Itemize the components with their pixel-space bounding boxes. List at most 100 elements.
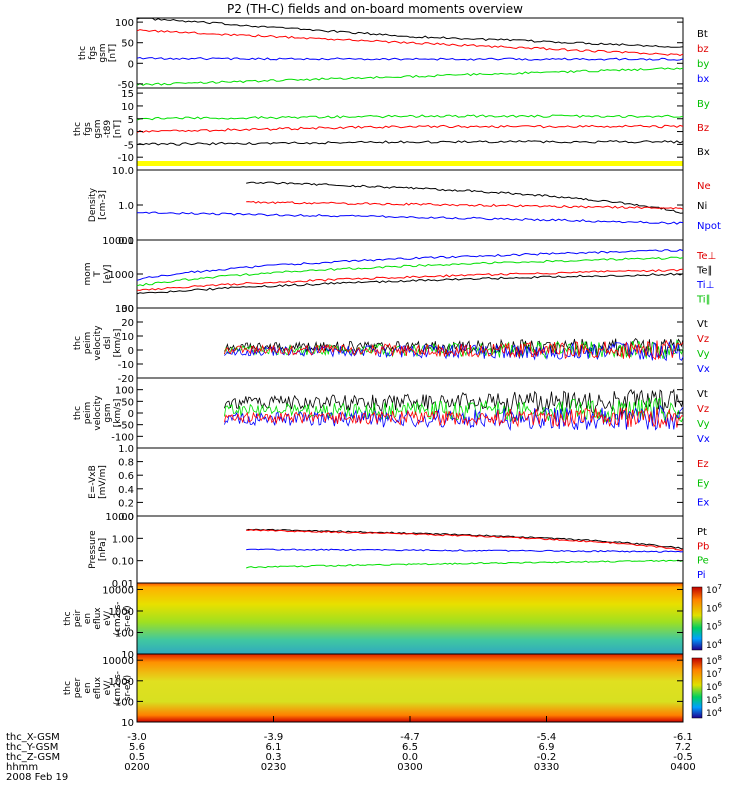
y-axis-label: gsm	[103, 403, 113, 422]
x-row-value: 0.3	[266, 752, 282, 763]
y-axis-label: peim	[83, 332, 93, 355]
y-tick-label: 1.00	[112, 534, 134, 545]
y-axis-label: velocity	[93, 325, 103, 361]
legend-entry: Npot	[697, 221, 721, 232]
y-tick-label: 100	[115, 628, 134, 639]
x-row-value: 0400	[670, 762, 695, 773]
legend-entry: Ey	[697, 478, 709, 489]
x-row-value: -3.0	[127, 732, 147, 743]
y-axis-label: gsm	[93, 119, 103, 138]
x-row-value: -3.9	[264, 732, 284, 743]
y-tick-label: -50	[118, 421, 134, 432]
x-row-value: 6.1	[266, 742, 282, 753]
x-row-value: 5.6	[129, 742, 145, 753]
y-tick-label: 10	[121, 332, 134, 343]
y-axis-label: peim	[83, 402, 93, 425]
series-Bz	[136, 124, 684, 134]
y-axis-label: [km/s]	[113, 399, 123, 428]
panel-pressure: 10.00 1.00 0.10 0.01 Pressure [nPa] Pt Pb Pe Pi	[88, 512, 709, 590]
y-axis-label: [nT]	[108, 44, 118, 62]
y-tick-label: 0.10	[112, 557, 134, 568]
x-row-label: thc_X-GSM	[6, 732, 60, 743]
plot-frame	[136, 169, 684, 241]
colorbar-label: 104	[706, 706, 722, 719]
y-axis-label: eflux	[93, 676, 103, 699]
y-tick-label: 1000	[109, 270, 134, 281]
y-axis-label: velocity	[93, 395, 103, 431]
y-axis-label: thc	[78, 46, 88, 60]
y-axis-label: gsm	[98, 43, 108, 62]
y-axis-label: T	[93, 271, 103, 278]
y-axis-label: dsl	[103, 337, 113, 350]
y-tick-label: 1000	[109, 607, 134, 618]
series-Ni	[246, 200, 684, 210]
y-axis-label: [eV]	[103, 265, 113, 284]
y-axis-label: Pressure	[88, 530, 98, 569]
y-tick-label: 0.1	[118, 236, 134, 247]
colorbar-label: 107	[706, 583, 722, 596]
y-axis-label: thc	[63, 681, 73, 695]
y-tick-label: 10	[121, 102, 134, 113]
y-tick-label: 0.6	[118, 471, 134, 482]
plot-frame	[136, 17, 684, 89]
y-axis-label: -t89	[103, 120, 113, 139]
y-tick-label: 100	[115, 697, 134, 708]
legend-entry: Ne	[697, 181, 711, 192]
velocity-trace	[224, 404, 684, 431]
series-Bx	[136, 140, 684, 146]
y-tick-label: 100	[115, 18, 134, 29]
y-tick-label: 5	[128, 115, 134, 126]
y-axis-label: [cm-3]	[98, 190, 108, 220]
legend-entry: Bz	[697, 123, 709, 134]
series-Npot	[136, 211, 684, 225]
y-tick-label: 50	[121, 39, 134, 50]
colorbar-label: 107	[706, 667, 722, 680]
panel-mom_temp: 10000 1000 100 mom T [eV] Te⊥ Te∥ Ti⊥ Ti∥	[83, 236, 716, 315]
colorbar-peir_spec	[691, 586, 703, 651]
plot-frame	[136, 515, 684, 584]
date-label: 2008 Feb 19	[6, 772, 68, 783]
panel-fgs_gsm_model: 15 10 5 0-5 -10 thc fgs gsm -t89 [nT] By Bz Bx	[73, 87, 710, 171]
y-tick-label: 10	[121, 718, 134, 729]
panel-density: 10.0 1.0 0.1 Density [cm-3] Ne Ni Npot	[88, 166, 721, 247]
legend-entry: by	[697, 59, 709, 70]
series-by	[136, 67, 684, 86]
legend-entry: Vy	[697, 419, 710, 430]
y-axis-label: (cm2-s-	[113, 671, 123, 705]
x-row-value: -6.1	[673, 732, 693, 743]
legend-entry: Pe	[697, 556, 709, 567]
y-axis-label: thc	[73, 336, 83, 350]
y-axis-label: [mV/m]	[98, 465, 108, 499]
plot-frame	[136, 307, 684, 379]
legend-entry: Vt	[697, 389, 708, 400]
series-Ti∥	[136, 256, 684, 287]
y-tick-label: 20	[121, 318, 134, 329]
legend-entry: Ex	[697, 498, 709, 509]
y-tick-label: 1000	[109, 677, 134, 688]
colorbar-label: 105	[706, 693, 722, 706]
x-row-value: -4.7	[400, 732, 420, 743]
y-tick-label: 10.00	[105, 512, 134, 523]
legend-entry: Vt	[697, 319, 708, 330]
y-tick-label: 50	[121, 397, 134, 408]
y-tick-label: 0	[128, 59, 134, 70]
spectrogram-peir_spec	[137, 583, 683, 654]
y-tick-label: 0	[128, 128, 134, 139]
velocity-trace	[224, 340, 684, 362]
legend-entry: Ni	[697, 201, 707, 212]
legend-entry: Te⊥	[696, 251, 716, 262]
x-row-value: 0.5	[129, 752, 145, 763]
series-Ne	[246, 181, 684, 214]
legend-entry: Pt	[697, 527, 707, 538]
x-row-value: 6.9	[539, 742, 555, 753]
y-tick-label: 10.0	[112, 166, 134, 177]
y-axis-label: fgs	[83, 122, 93, 136]
y-axis-label: eflux	[93, 607, 103, 630]
y-tick-label: 0	[128, 409, 134, 420]
y-axis-label: [km/s]	[113, 329, 123, 358]
x-row-label: thc_Y-GSM	[6, 742, 58, 753]
y-tick-label: 10	[121, 650, 134, 661]
